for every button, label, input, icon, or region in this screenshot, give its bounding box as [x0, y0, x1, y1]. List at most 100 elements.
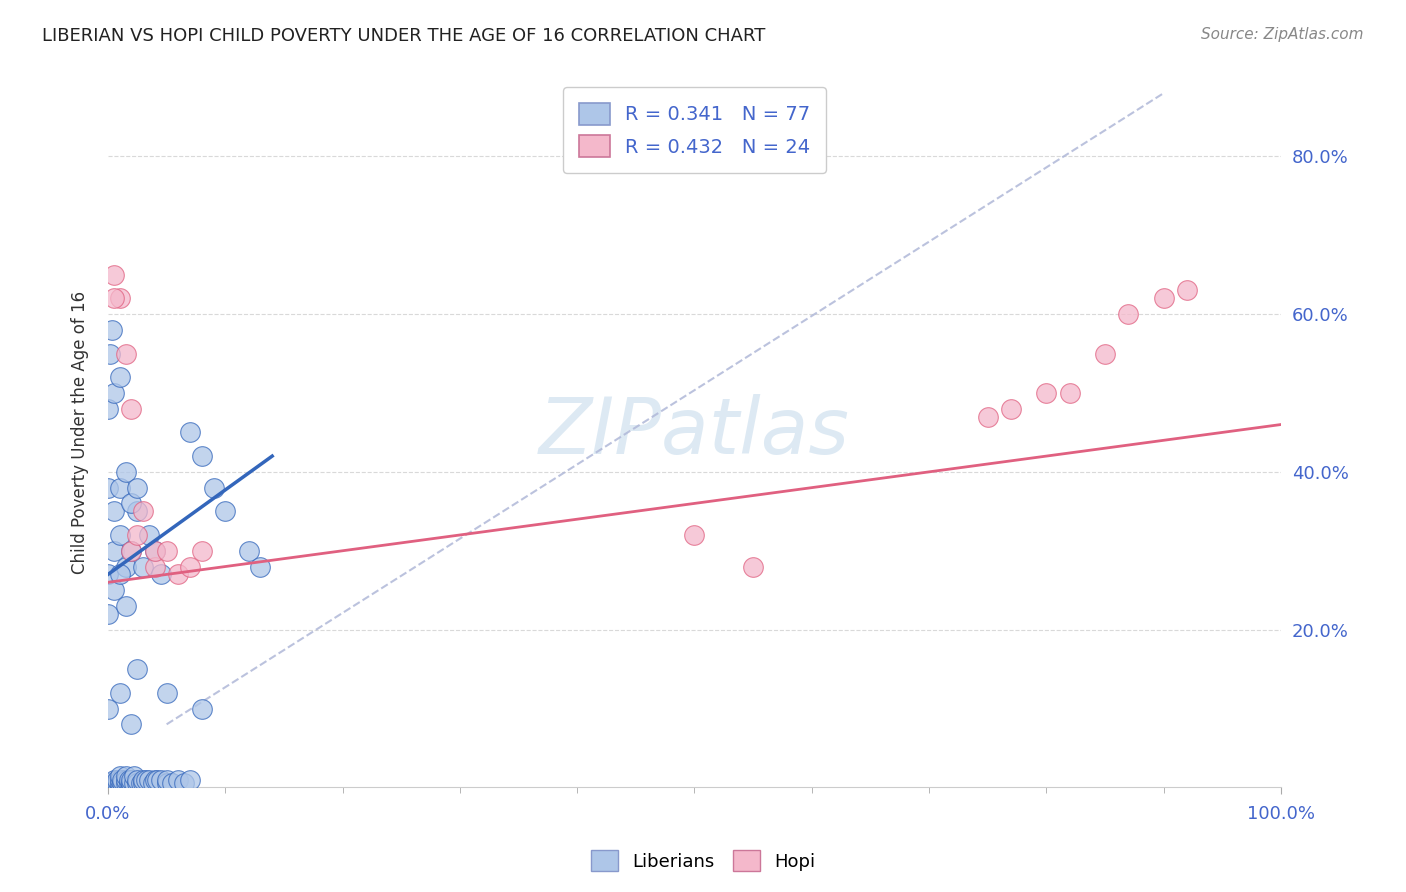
Point	[97, 607, 120, 621]
Point	[1118, 307, 1140, 321]
Point	[103, 543, 125, 558]
Point	[120, 543, 142, 558]
Point	[146, 772, 169, 787]
Point	[1094, 346, 1116, 360]
Point	[249, 559, 271, 574]
Point	[114, 599, 136, 613]
Point	[191, 701, 214, 715]
Point	[120, 401, 142, 416]
Point	[127, 776, 149, 790]
Point	[132, 559, 155, 574]
Point	[122, 776, 145, 790]
Point	[1175, 284, 1198, 298]
Point	[108, 780, 131, 795]
Point	[143, 543, 166, 558]
Point	[132, 772, 155, 787]
Point	[103, 772, 125, 787]
Point	[103, 780, 125, 795]
Point	[108, 481, 131, 495]
Point	[173, 776, 195, 790]
Point	[114, 346, 136, 360]
Point	[97, 776, 120, 790]
Y-axis label: Child Poverty Under the Age of 16: Child Poverty Under the Age of 16	[72, 291, 89, 574]
Point	[120, 780, 142, 795]
Point	[143, 559, 166, 574]
Point	[97, 780, 120, 795]
Point	[114, 776, 136, 790]
Point	[103, 776, 125, 790]
Point	[129, 776, 152, 790]
Point	[135, 772, 157, 787]
Point	[103, 504, 125, 518]
Point	[179, 772, 201, 787]
Point	[156, 776, 179, 790]
Point	[120, 717, 142, 731]
Point	[1059, 386, 1081, 401]
Point	[191, 543, 214, 558]
Text: Source: ZipAtlas.com: Source: ZipAtlas.com	[1201, 27, 1364, 42]
Point	[114, 772, 136, 787]
Point	[138, 528, 160, 542]
Point	[976, 409, 998, 424]
Point	[162, 776, 184, 790]
Point	[108, 772, 131, 787]
Point	[1153, 291, 1175, 305]
Point	[127, 504, 149, 518]
Point	[143, 543, 166, 558]
Point	[149, 772, 172, 787]
Point	[127, 662, 149, 676]
Point	[167, 567, 190, 582]
Point	[132, 504, 155, 518]
Point	[97, 567, 120, 582]
Point	[100, 323, 122, 337]
Point	[103, 386, 125, 401]
Point	[1000, 401, 1022, 416]
Point	[214, 504, 236, 518]
Point	[98, 346, 121, 360]
Point	[108, 567, 131, 582]
Point	[105, 776, 128, 790]
Point	[118, 772, 141, 787]
Point	[149, 567, 172, 582]
Point	[114, 559, 136, 574]
Point	[111, 772, 134, 787]
Point	[120, 772, 142, 787]
Point	[120, 776, 142, 790]
Point	[127, 772, 149, 787]
Point	[179, 425, 201, 440]
Point	[238, 543, 260, 558]
Point	[683, 528, 706, 542]
Point	[118, 776, 141, 790]
Point	[108, 370, 131, 384]
Point	[202, 481, 225, 495]
Point	[127, 528, 149, 542]
Point	[108, 776, 131, 790]
Point	[108, 686, 131, 700]
Point	[122, 768, 145, 782]
Text: LIBERIAN VS HOPI CHILD POVERTY UNDER THE AGE OF 16 CORRELATION CHART: LIBERIAN VS HOPI CHILD POVERTY UNDER THE…	[42, 27, 765, 45]
Point	[143, 772, 166, 787]
Point	[103, 268, 125, 282]
Point	[103, 583, 125, 598]
Point	[108, 291, 131, 305]
Point	[120, 496, 142, 510]
Point	[111, 776, 134, 790]
Point	[132, 776, 155, 790]
Point	[97, 481, 120, 495]
Point	[97, 401, 120, 416]
Point	[156, 543, 179, 558]
Legend: R = 0.341   N = 77, R = 0.432   N = 24: R = 0.341 N = 77, R = 0.432 N = 24	[562, 87, 825, 173]
Point	[156, 686, 179, 700]
Point	[97, 701, 120, 715]
Point	[114, 465, 136, 479]
Point	[167, 772, 190, 787]
Text: ZIPatlas: ZIPatlas	[538, 394, 849, 470]
Legend: Liberians, Hopi: Liberians, Hopi	[583, 843, 823, 879]
Point	[108, 768, 131, 782]
Point	[142, 776, 165, 790]
Point	[742, 559, 765, 574]
Point	[103, 291, 125, 305]
Point	[138, 772, 160, 787]
Point	[191, 449, 214, 463]
Point	[1035, 386, 1057, 401]
